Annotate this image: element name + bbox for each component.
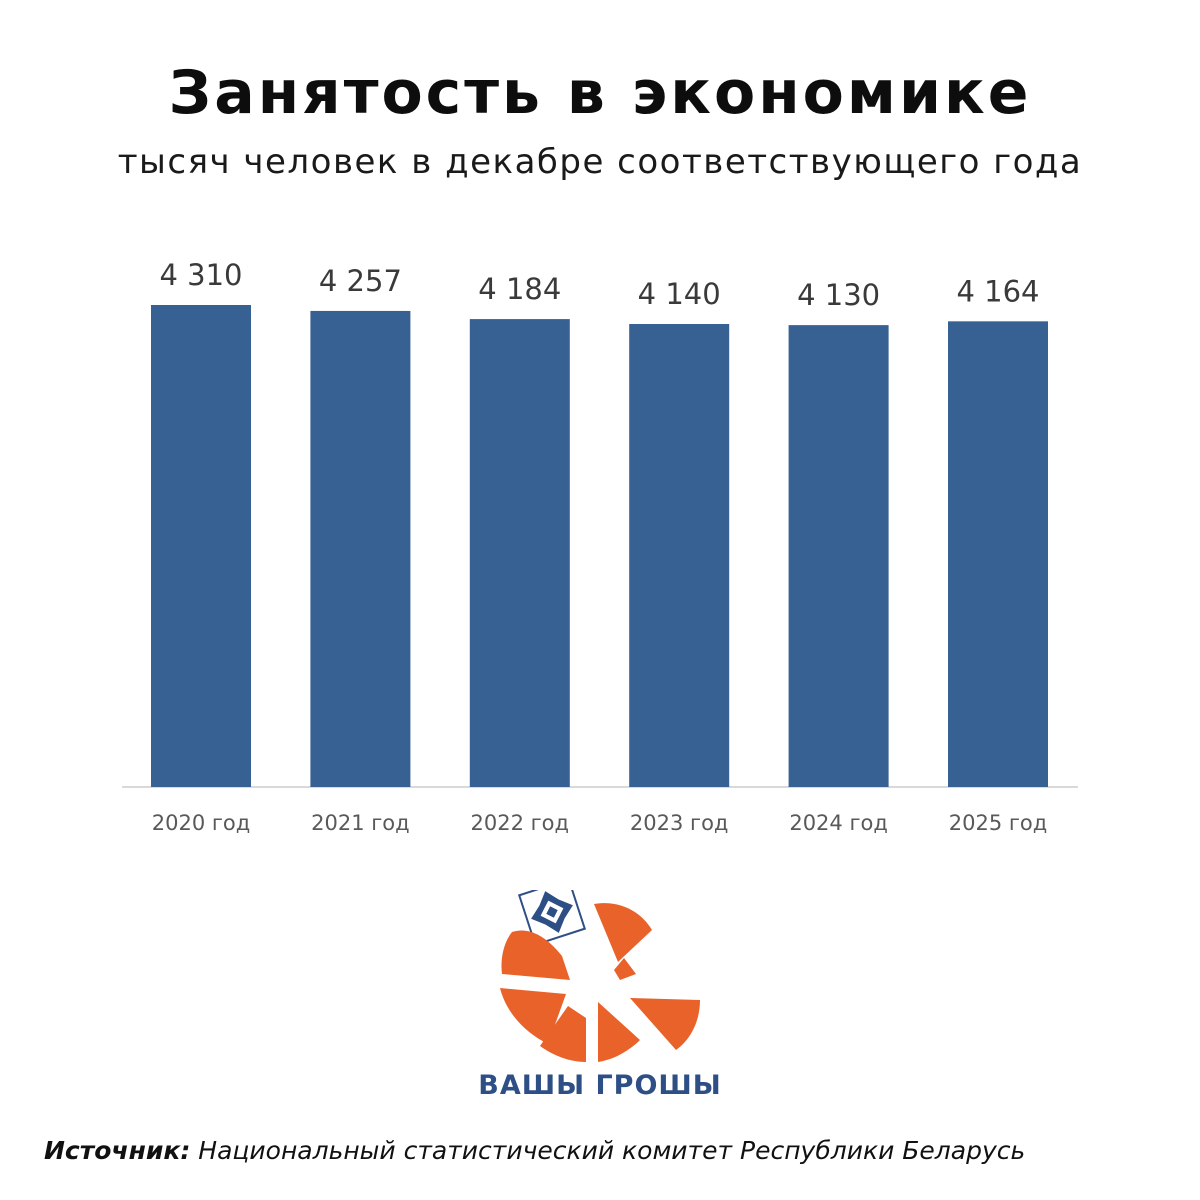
source-text: Национальный статистический комитет Респ… <box>190 1136 1026 1165</box>
x-tick-label-3: 2023 год <box>630 811 729 835</box>
brand-name: ВАШЫ ГРОШЫ <box>478 1070 722 1101</box>
data-label-4: 4 130 <box>797 278 880 312</box>
data-label-3: 4 140 <box>638 277 721 311</box>
ornament-pattern <box>517 890 587 947</box>
x-tick-label-0: 2020 год <box>152 811 251 835</box>
bar-chart: 4 310 2020 год 4 257 2021 год 4 184 2022 год 4… <box>122 258 1078 835</box>
x-tick-label-2: 2022 год <box>471 811 570 835</box>
data-label-5: 4 164 <box>956 274 1039 308</box>
data-label-2: 4 184 <box>478 272 561 306</box>
bar-3 <box>629 324 730 787</box>
bar-2 <box>469 319 570 787</box>
bar-5 <box>948 321 1048 787</box>
source-note: Источник: Национальный статистический ко… <box>44 1136 1025 1165</box>
x-tick-label-1: 2021 год <box>311 811 410 835</box>
source-label: Источник: <box>44 1136 191 1165</box>
x-tick-label-5: 2025 год <box>949 811 1048 835</box>
bar-4 <box>788 325 889 787</box>
vashy-groshy-logo-icon <box>500 890 700 1062</box>
bar-1 <box>310 310 411 787</box>
data-label-1: 4 257 <box>319 264 402 298</box>
chart-title: Занятость в экономике <box>168 58 1032 128</box>
data-label-0: 4 310 <box>159 258 242 292</box>
x-tick-label-4: 2024 год <box>789 811 888 835</box>
chart-subtitle: тысяч человек в декабре соответствующего… <box>117 142 1083 182</box>
bar-0 <box>151 305 251 787</box>
